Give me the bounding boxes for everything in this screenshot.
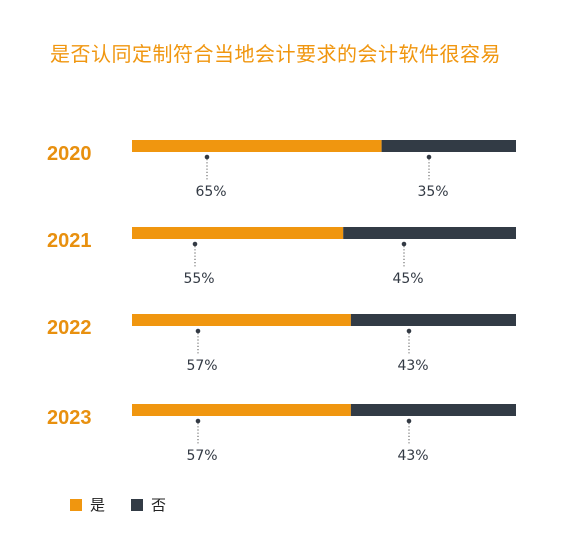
bar-segment-2023-no	[350, 404, 516, 416]
data-label-2021-no: 45%	[392, 271, 423, 287]
data-label-2023-no: 43%	[397, 448, 428, 464]
legend-swatch-yes	[70, 498, 82, 511]
bar-segment-2021-no	[343, 227, 516, 239]
data-label-2020-yes: 65%	[195, 184, 226, 200]
legend: 是 否	[70, 494, 192, 515]
data-label-2020-no: 35%	[417, 184, 448, 200]
legend-label-yes: 是	[90, 496, 106, 514]
legend-label-no: 否	[151, 496, 167, 514]
bar-segment-2020-no	[381, 140, 516, 152]
marker-dot-2020-no	[426, 154, 432, 160]
marker-dot-2020-yes	[204, 154, 210, 160]
bar-segment-2021-yes	[132, 227, 344, 239]
marker-dot-2022-yes	[195, 328, 201, 334]
bar-segment-2022-yes	[132, 314, 351, 326]
marker-dot-2023-no	[406, 418, 412, 424]
data-label-2022-yes: 57%	[186, 358, 217, 374]
year-label-2022: 2022	[47, 317, 92, 339]
data-label-2023-yes: 57%	[186, 448, 217, 464]
legend-item-yes: 是	[70, 494, 105, 515]
chart-title: 是否认同定制符合当地会计要求的会计软件很容易	[50, 42, 501, 66]
data-label-2022-no: 43%	[397, 358, 428, 374]
bar-segment-2023-yes	[132, 404, 351, 416]
marker-dot-2022-no	[406, 328, 412, 334]
marker-dot-2021-yes	[192, 241, 198, 247]
data-label-2021-yes: 55%	[183, 271, 214, 287]
marker-dot-2023-yes	[195, 418, 201, 424]
year-label-2020: 2020	[47, 143, 92, 165]
legend-item-no: 否	[131, 494, 166, 515]
bar-segment-2020-yes	[132, 140, 382, 152]
bar-segment-2022-no	[350, 314, 516, 326]
legend-swatch-no	[131, 498, 144, 511]
year-label-2023: 2023	[47, 407, 92, 429]
marker-dot-2021-no	[401, 241, 407, 247]
year-label-2021: 2021	[47, 230, 92, 252]
